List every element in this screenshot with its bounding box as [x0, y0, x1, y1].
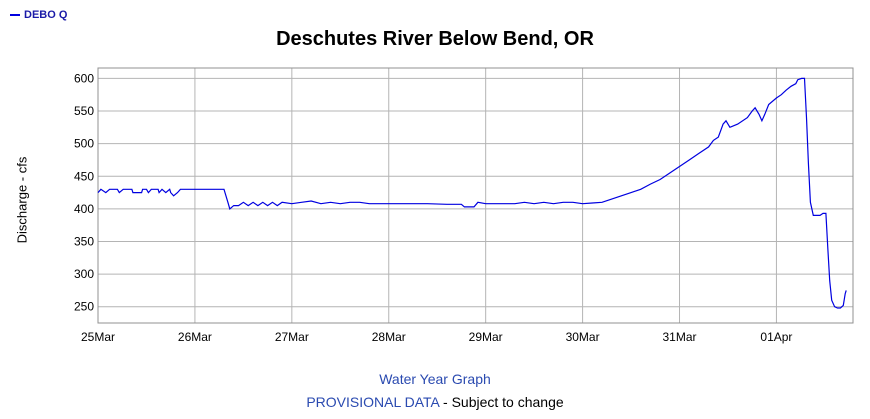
- water-year-graph-link[interactable]: Water Year Graph: [379, 371, 491, 387]
- y-axis-label: Discharge - cfs: [14, 156, 30, 244]
- x-tick-label: 29Mar: [469, 330, 503, 344]
- chart-plot: 250 300 350 400 450 500 550 600 25Mar 26Mar 27Mar 2…: [74, 67, 854, 344]
- x-tick-label: 30Mar: [566, 330, 600, 344]
- y-tick-label: 550: [74, 104, 94, 118]
- y-tick-label: 450: [74, 169, 94, 183]
- x-tick-label: 27Mar: [275, 330, 309, 344]
- legend-swatch: [10, 14, 20, 16]
- x-tick-label: 26Mar: [178, 330, 212, 344]
- x-tick-label: 28Mar: [372, 330, 406, 344]
- y-tick-label: 500: [74, 137, 94, 151]
- provisional-suffix: - Subject to change: [439, 394, 564, 410]
- plot-frame: [97, 67, 854, 324]
- legend[interactable]: DEBO Q: [10, 9, 67, 21]
- y-tick-label: 400: [74, 202, 94, 216]
- chart-title: Deschutes River Below Bend, OR: [276, 28, 594, 50]
- x-tick-label: 31Mar: [663, 330, 697, 344]
- x-tick-label: 01Apr: [760, 330, 792, 344]
- y-tick-label: 250: [74, 300, 94, 314]
- provisional-data-link[interactable]: PROVISIONAL DATA: [306, 394, 440, 410]
- x-tick-label: 25Mar: [81, 330, 115, 344]
- y-tick-label: 350: [74, 234, 94, 248]
- legend-label: DEBO Q: [24, 9, 68, 21]
- y-tick-label: 600: [74, 71, 94, 85]
- provisional-note: PROVISIONAL DATA - Subject to change: [0, 394, 870, 410]
- series-line-debo-q: [97, 77, 847, 309]
- y-tick-label: 300: [74, 267, 94, 281]
